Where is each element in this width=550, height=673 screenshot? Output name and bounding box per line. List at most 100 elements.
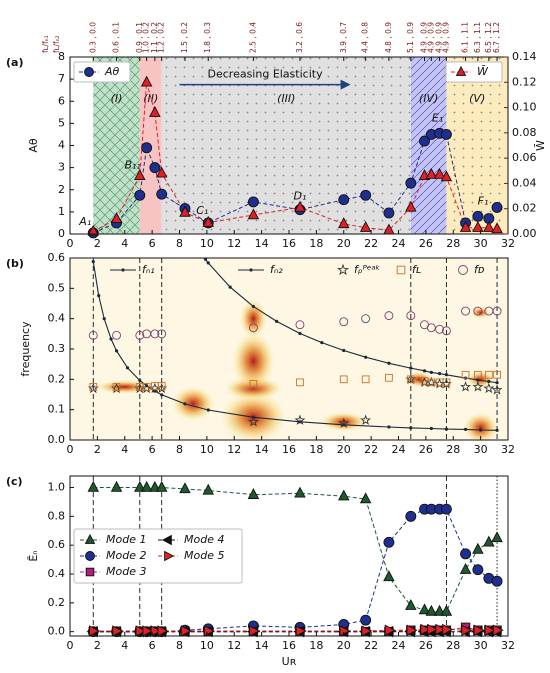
data-point (202, 483, 214, 495)
data-point (87, 480, 100, 492)
data-point (491, 531, 503, 543)
data-point (422, 369, 427, 373)
y2-tick-label: 0.12 (512, 75, 537, 88)
y-axis-label: Aθ (27, 138, 40, 153)
data-point (160, 393, 164, 397)
data-point (134, 169, 146, 181)
top-tick-label: 6.1 , 1.1 (461, 22, 470, 53)
y-tick-label: 0.8 (48, 509, 66, 522)
data-point (247, 196, 259, 208)
data-point (320, 341, 324, 345)
data-point (495, 381, 499, 385)
x-tick-label: 4 (121, 639, 128, 652)
region-label: (I) (111, 92, 123, 105)
data-point (359, 492, 372, 504)
x-tick-label: 0 (67, 443, 74, 456)
data-point (427, 623, 439, 636)
data-point (459, 562, 472, 574)
heat-shade (171, 385, 216, 422)
data-point (427, 378, 436, 387)
data-point (419, 135, 430, 147)
data-point (298, 331, 302, 336)
data-point (202, 215, 214, 227)
legend-label: W̄ (477, 65, 489, 78)
data-point (472, 542, 484, 554)
data-point (149, 162, 161, 174)
data-point (440, 128, 452, 140)
x-tick-label: 20 (337, 443, 351, 456)
legend-box (445, 61, 503, 83)
data-point (135, 625, 147, 637)
data-point (442, 623, 454, 636)
x-tick-label: 10 (200, 237, 214, 250)
x-tick-label: 18 (309, 237, 323, 250)
y-tick-label: 0 (58, 227, 65, 240)
legend-marker (121, 268, 125, 272)
legend-label: Mode 3 (106, 565, 146, 578)
x-tick-label: 28 (446, 443, 460, 456)
legend-box (73, 61, 131, 83)
x-tick-label: 30 (474, 237, 488, 250)
data-point (426, 323, 436, 333)
series-line (93, 508, 498, 633)
data-point (338, 417, 350, 428)
data-point (361, 314, 371, 324)
data-point (339, 625, 351, 637)
top-tick-label: 4.9 , 0.9 (441, 22, 450, 53)
y-tick-label: 7 (58, 72, 65, 85)
data-point (491, 384, 503, 395)
data-point (134, 480, 146, 492)
region-pattern (161, 57, 411, 234)
data-point (437, 371, 442, 376)
data-point (461, 624, 473, 636)
legend-marker (161, 534, 172, 546)
data-point (385, 373, 393, 382)
x-tick-label: 26 (419, 443, 433, 456)
data-point (429, 370, 433, 374)
x-tick-label: 28 (446, 237, 460, 250)
data-point (406, 375, 415, 384)
data-point (476, 378, 480, 382)
data-point (405, 177, 417, 189)
heat-shade (319, 411, 368, 432)
y2-tick-label: 0.02 (512, 202, 537, 215)
panel-label: (b) (6, 257, 24, 270)
legend-label: fʟ (412, 263, 421, 276)
data-point (493, 370, 501, 379)
region-pattern (410, 57, 447, 234)
data-point (360, 614, 372, 626)
data-point (114, 349, 119, 353)
x-tick-label: 26 (419, 237, 433, 250)
data-point (425, 604, 438, 616)
data-point (429, 426, 433, 431)
data-point (387, 361, 391, 365)
legend-label: Mode 1 (106, 533, 146, 546)
y-tick-label: 5 (58, 116, 65, 129)
data-point (141, 142, 153, 154)
data-point (472, 381, 484, 392)
x-tick-label: 16 (282, 443, 296, 456)
data-point (384, 624, 396, 636)
x-tick-label: 6 (149, 237, 156, 250)
legend-marker (249, 268, 253, 272)
top-tick-label: 4.9 , 0.9 (426, 22, 435, 53)
data-point (294, 200, 306, 212)
top-tick-label: 5.1 , 0.9 (406, 22, 415, 53)
y-tick-label: 0.5 (48, 281, 66, 294)
data-point (294, 486, 306, 498)
data-point (360, 414, 372, 425)
x-tick-label: 0 (67, 639, 74, 652)
series-line (93, 82, 498, 232)
plot-background (70, 258, 508, 440)
top-tick-label: 0.9 , 0.1 (135, 22, 144, 53)
region-pattern (93, 57, 140, 234)
top-tick-label: 2.5 , 0.4 (248, 22, 257, 53)
data-point (150, 625, 162, 637)
legend-label: fₙ₂ (270, 263, 283, 276)
y2-tick-label: 0.10 (512, 101, 537, 114)
data-point (418, 603, 431, 615)
x-tick-label: 8 (176, 443, 183, 456)
data-point (405, 599, 417, 610)
data-point (360, 189, 372, 201)
x-tick-label: 30 (474, 443, 488, 456)
